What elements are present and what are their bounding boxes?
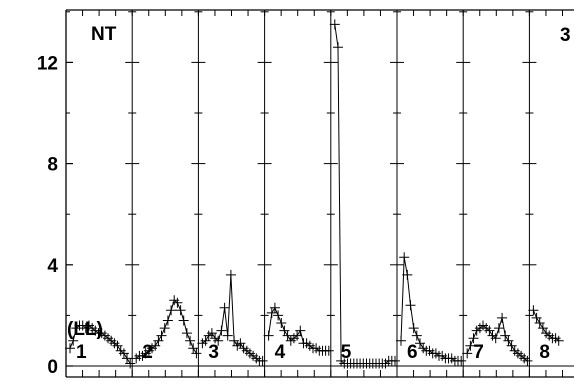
data-point bbox=[333, 42, 343, 53]
data-point bbox=[415, 338, 425, 349]
data-point bbox=[216, 325, 227, 336]
panel-7: 7 bbox=[462, 10, 537, 377]
plot-frame bbox=[65, 9, 574, 378]
data-point bbox=[175, 305, 186, 316]
data-point bbox=[235, 338, 246, 349]
y-tick-label-12: 12 bbox=[37, 53, 58, 74]
data-point bbox=[188, 343, 199, 354]
data-point bbox=[405, 300, 416, 311]
panel-label-1: 1 bbox=[76, 342, 87, 363]
panel-label-8: 8 bbox=[539, 342, 550, 363]
data-point bbox=[531, 312, 542, 323]
data-point bbox=[122, 353, 132, 364]
data-point bbox=[159, 323, 170, 334]
data-point bbox=[282, 330, 293, 341]
data-point bbox=[402, 269, 413, 280]
data-point bbox=[522, 355, 533, 366]
panel-1: 1 bbox=[65, 11, 140, 377]
data-point bbox=[399, 252, 410, 263]
y-tick-label-0: 0 bbox=[47, 357, 58, 378]
data-point bbox=[65, 343, 75, 354]
data-point bbox=[497, 312, 508, 323]
panels-layer: 1 2 3 4 5 6 7 8 bbox=[65, 10, 564, 377]
data-point bbox=[263, 330, 274, 341]
data-point bbox=[323, 345, 334, 356]
data-point bbox=[185, 335, 196, 346]
data-point bbox=[465, 340, 476, 351]
panel-4: 4 bbox=[263, 10, 338, 377]
data-point bbox=[153, 335, 164, 346]
data-point bbox=[462, 348, 473, 359]
data-point bbox=[503, 335, 514, 346]
data-point bbox=[125, 358, 136, 369]
data-point bbox=[156, 330, 167, 341]
panel-6: 6 bbox=[396, 10, 471, 377]
y-axis: 0 4 8 12 bbox=[37, 11, 73, 378]
data-point bbox=[276, 318, 287, 328]
data-point bbox=[150, 340, 161, 351]
data-point bbox=[493, 323, 504, 334]
data-point bbox=[206, 328, 217, 339]
data-point bbox=[269, 302, 280, 313]
data-point bbox=[181, 328, 192, 339]
data-point bbox=[219, 302, 230, 313]
data-point bbox=[295, 325, 306, 336]
data-point bbox=[408, 323, 419, 334]
data-point bbox=[266, 307, 277, 318]
panel-label-6: 6 bbox=[407, 342, 418, 363]
data-point bbox=[225, 269, 236, 280]
axis-annotation: (LL) bbox=[67, 319, 103, 340]
panel-label-2: 2 bbox=[142, 342, 153, 363]
corner-label-right: 3 bbox=[560, 25, 571, 46]
data-point bbox=[456, 355, 467, 366]
data-point bbox=[68, 335, 79, 346]
data-point bbox=[500, 330, 511, 341]
data-point bbox=[490, 333, 501, 344]
y-tick-label-4: 4 bbox=[47, 256, 58, 277]
panel-3: 3 bbox=[197, 10, 272, 377]
panel-label-4: 4 bbox=[275, 342, 286, 363]
data-point bbox=[162, 315, 173, 326]
data-point bbox=[553, 335, 564, 346]
data-point bbox=[396, 335, 406, 346]
data-point bbox=[172, 297, 183, 308]
panel-label-3: 3 bbox=[208, 342, 219, 363]
data-point bbox=[191, 348, 202, 359]
panel-8: 8 bbox=[528, 10, 564, 377]
panel-2: 2 bbox=[131, 10, 206, 377]
data-point bbox=[257, 355, 268, 366]
data-point bbox=[222, 330, 233, 341]
data-point bbox=[411, 330, 422, 341]
data-point bbox=[528, 305, 539, 316]
data-point bbox=[213, 335, 224, 346]
y-tick-label-8: 8 bbox=[47, 155, 58, 176]
series-line-5 bbox=[334, 24, 395, 364]
data-point bbox=[390, 355, 400, 366]
data-point bbox=[273, 310, 284, 321]
data-point bbox=[178, 315, 189, 326]
panel-label-7: 7 bbox=[473, 342, 484, 363]
panel-label-5: 5 bbox=[341, 342, 352, 363]
data-point bbox=[200, 335, 211, 346]
data-point bbox=[329, 19, 340, 30]
data-point bbox=[468, 333, 479, 344]
data-point bbox=[229, 335, 240, 346]
panel-5: 5 bbox=[329, 10, 404, 377]
data-point bbox=[166, 305, 177, 316]
data-point bbox=[534, 318, 545, 328]
corner-label-left: NT bbox=[91, 24, 117, 45]
